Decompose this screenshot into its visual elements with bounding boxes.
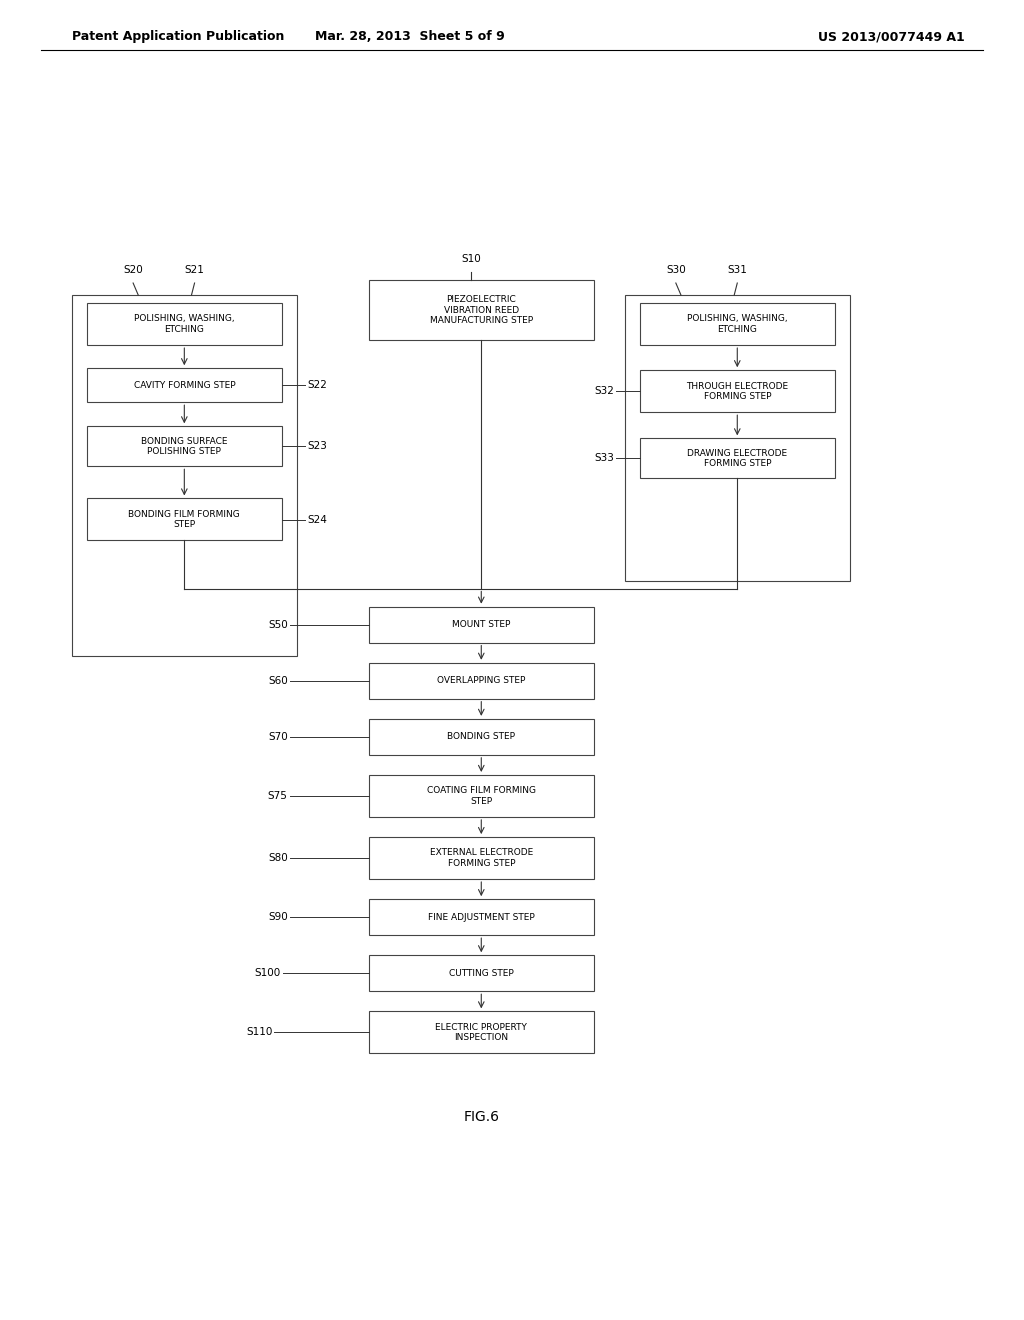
FancyBboxPatch shape: [369, 899, 594, 935]
Text: S60: S60: [268, 676, 288, 686]
FancyBboxPatch shape: [369, 1011, 594, 1053]
Text: COATING FILM FORMING
STEP: COATING FILM FORMING STEP: [427, 787, 536, 805]
Text: POLISHING, WASHING,
ETCHING: POLISHING, WASHING, ETCHING: [134, 314, 234, 334]
Text: S32: S32: [595, 387, 614, 396]
FancyBboxPatch shape: [369, 775, 594, 817]
Text: POLISHING, WASHING,
ETCHING: POLISHING, WASHING, ETCHING: [687, 314, 787, 334]
FancyBboxPatch shape: [640, 438, 835, 478]
FancyBboxPatch shape: [87, 499, 282, 540]
Text: Patent Application Publication: Patent Application Publication: [72, 30, 284, 44]
Text: S21: S21: [184, 265, 205, 275]
Text: S90: S90: [268, 912, 288, 923]
Text: THROUGH ELECTRODE
FORMING STEP: THROUGH ELECTRODE FORMING STEP: [686, 381, 788, 401]
Text: S23: S23: [307, 441, 327, 451]
FancyBboxPatch shape: [369, 280, 594, 341]
Text: BONDING SURFACE
POLISHING STEP: BONDING SURFACE POLISHING STEP: [141, 437, 227, 455]
Text: S110: S110: [246, 1027, 272, 1038]
Text: OVERLAPPING STEP: OVERLAPPING STEP: [437, 676, 525, 685]
Text: S24: S24: [307, 515, 327, 525]
Text: S30: S30: [666, 265, 686, 275]
Text: US 2013/0077449 A1: US 2013/0077449 A1: [817, 30, 965, 44]
Text: Mar. 28, 2013  Sheet 5 of 9: Mar. 28, 2013 Sheet 5 of 9: [314, 30, 505, 44]
Text: BONDING FILM FORMING
STEP: BONDING FILM FORMING STEP: [128, 510, 241, 529]
Text: CAVITY FORMING STEP: CAVITY FORMING STEP: [133, 380, 236, 389]
FancyBboxPatch shape: [640, 370, 835, 412]
Text: DRAWING ELECTRODE
FORMING STEP: DRAWING ELECTRODE FORMING STEP: [687, 449, 787, 469]
Text: S80: S80: [268, 853, 288, 863]
Text: ELECTRIC PROPERTY
INSPECTION: ELECTRIC PROPERTY INSPECTION: [435, 1023, 527, 1041]
Text: BONDING STEP: BONDING STEP: [447, 733, 515, 742]
FancyBboxPatch shape: [640, 304, 835, 345]
Text: FINE ADJUSTMENT STEP: FINE ADJUSTMENT STEP: [428, 912, 535, 921]
Text: EXTERNAL ELECTRODE
FORMING STEP: EXTERNAL ELECTRODE FORMING STEP: [430, 849, 532, 867]
Text: PIEZOELECTRIC
VIBRATION REED
MANUFACTURING STEP: PIEZOELECTRIC VIBRATION REED MANUFACTURI…: [430, 296, 532, 325]
Text: S70: S70: [268, 731, 288, 742]
Text: CUTTING STEP: CUTTING STEP: [449, 969, 514, 978]
Text: S20: S20: [123, 265, 143, 275]
Text: S33: S33: [595, 453, 614, 463]
FancyBboxPatch shape: [87, 426, 282, 466]
FancyBboxPatch shape: [369, 837, 594, 879]
Text: FIG.6: FIG.6: [463, 1110, 500, 1123]
FancyBboxPatch shape: [369, 719, 594, 755]
Text: S75: S75: [268, 791, 288, 801]
Text: S50: S50: [268, 619, 288, 630]
FancyBboxPatch shape: [87, 368, 282, 403]
Text: S10: S10: [461, 253, 481, 264]
FancyBboxPatch shape: [369, 663, 594, 698]
Text: S31: S31: [727, 265, 748, 275]
FancyBboxPatch shape: [87, 304, 282, 345]
Text: S22: S22: [307, 380, 327, 391]
Text: MOUNT STEP: MOUNT STEP: [452, 620, 511, 630]
FancyBboxPatch shape: [369, 607, 594, 643]
FancyBboxPatch shape: [369, 956, 594, 991]
Text: S100: S100: [254, 969, 281, 978]
